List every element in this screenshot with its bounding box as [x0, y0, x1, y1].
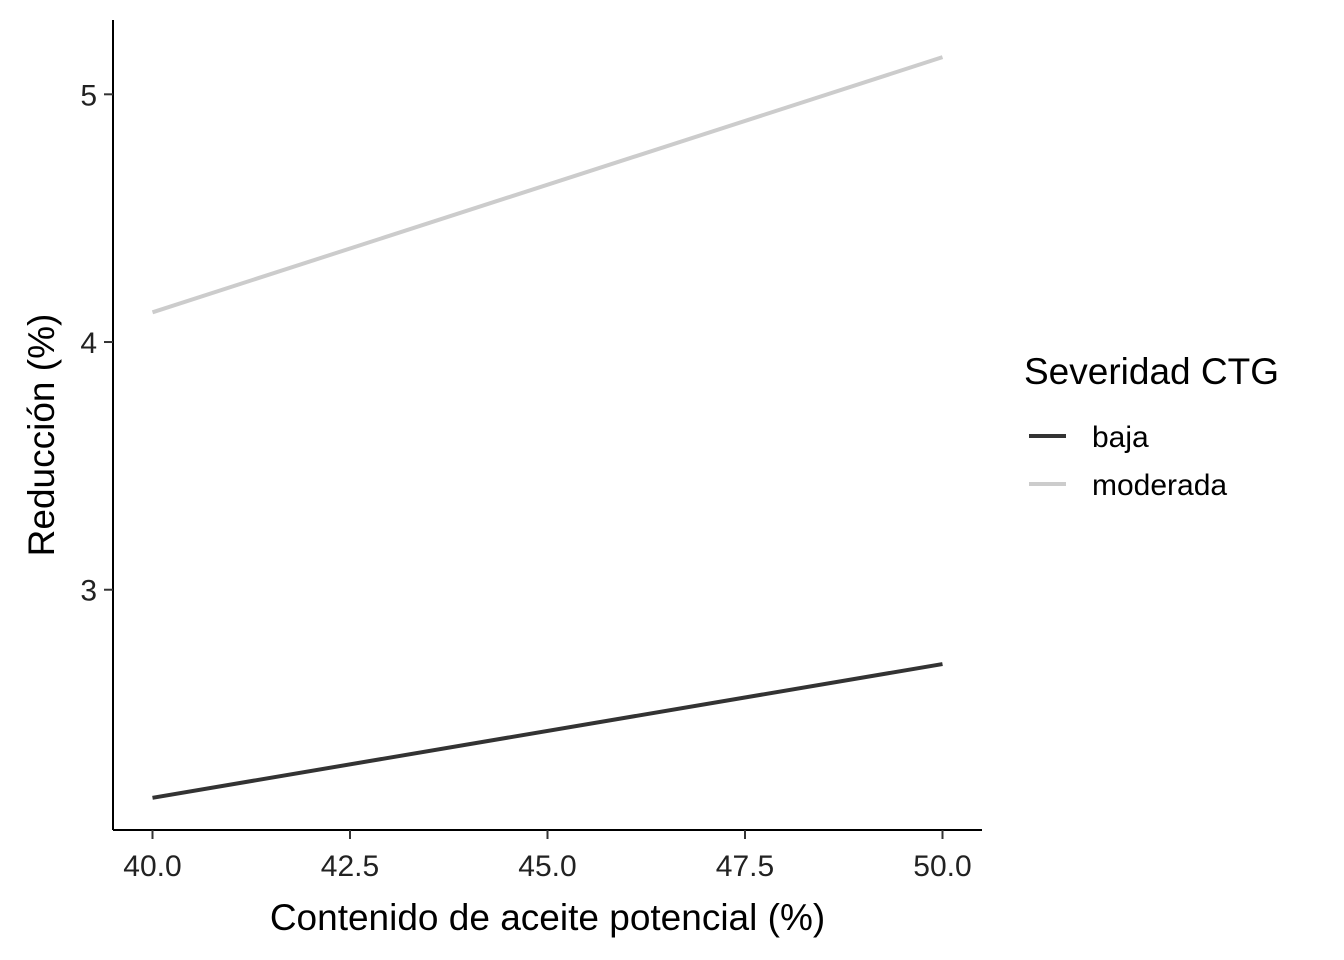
y-axis-title: Reducción (%) [21, 314, 62, 557]
x-tick-label: 45.0 [518, 850, 576, 883]
x-tick-label: 40.0 [123, 850, 181, 883]
legend: Severidad CTG baja moderada [1024, 351, 1279, 502]
legend-label-moderada: moderada [1092, 469, 1227, 502]
y-tick-label: 3 [80, 575, 97, 608]
y-axis-ticks: 3 4 5 [80, 79, 113, 608]
x-axis-ticks: 40.0 42.5 45.0 47.5 50.0 [123, 830, 972, 883]
legend-items: baja moderada [1029, 421, 1227, 502]
series-line-moderada [151, 55, 944, 315]
series-layer [151, 55, 944, 800]
series-line-baja [152, 662, 943, 800]
y-tick-label: 5 [80, 79, 97, 112]
y-tick-label: 4 [80, 327, 97, 360]
x-tick-label: 47.5 [716, 850, 774, 883]
x-axis-title: Contenido de aceite potencial (%) [270, 897, 825, 938]
x-tick-label: 42.5 [321, 850, 379, 883]
legend-label-baja: baja [1092, 421, 1149, 454]
legend-title: Severidad CTG [1024, 351, 1279, 392]
x-tick-label: 50.0 [913, 850, 971, 883]
